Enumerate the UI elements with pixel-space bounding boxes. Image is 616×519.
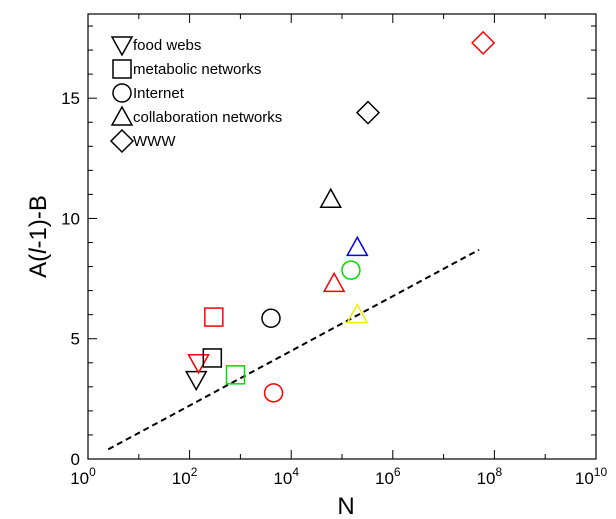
data-points: [184, 30, 496, 403]
plot-frame: [87, 13, 597, 460]
x-tick-label: 108: [477, 465, 503, 488]
data-point-square: [202, 348, 223, 368]
legend-marker-diamond: [109, 128, 135, 154]
data-point-square: [225, 365, 246, 385]
y-tick-label: 5: [71, 330, 80, 349]
data-point-triangle-up: [319, 187, 343, 208]
fit-line-group: [107, 248, 480, 451]
data-point-square: [204, 307, 224, 327]
legend-label: WWW: [133, 133, 176, 150]
data-point-diamond: [355, 100, 381, 125]
y-axis-title-part-3: -1)-B: [25, 195, 52, 248]
x-tick-labels: 100 102 104 106 108 1010: [70, 465, 607, 488]
legend-marker-triangle-up: [110, 105, 134, 126]
legend-label: food webs: [133, 37, 201, 54]
data-point-circle: [341, 260, 361, 280]
y-tick-label: 15: [61, 89, 80, 108]
x-axis-title: N: [337, 493, 354, 519]
fit-line: [107, 248, 480, 451]
x-tick-label: 106: [375, 465, 401, 488]
y-axis-title: A(l-1)-B: [25, 195, 52, 278]
x-tick-label: 100: [70, 465, 96, 488]
y-tick-labels: 0 5 10 15: [61, 89, 80, 469]
data-point-triangle-up: [322, 271, 346, 293]
data-point-diamond: [471, 30, 496, 55]
legend-label: metabolic networks: [133, 61, 261, 78]
y-tick-label: 0: [71, 450, 80, 469]
data-point-triangle-down: [184, 370, 208, 392]
y-axis-title-part-2: l: [25, 248, 52, 254]
legend-marker-circle: [112, 83, 132, 103]
legend-label: collaboration networks: [133, 109, 282, 126]
y-tick-label: 10: [61, 209, 80, 228]
data-point-triangle-up: [346, 235, 369, 257]
legend-label: Internet: [133, 85, 185, 102]
data-point-triangle-up: [346, 303, 369, 324]
x-tick-label: 1010: [575, 465, 608, 488]
x-tick-label: 104: [273, 465, 299, 488]
x-tick-label: 102: [172, 465, 198, 488]
data-point-circle: [261, 308, 281, 329]
legend-marker-triangle-down: [110, 36, 134, 57]
legend-marker-square: [112, 59, 132, 79]
y-axis-title-part-1: A(: [25, 254, 52, 278]
legend: food webs metabolic networks Internet colla…: [109, 36, 282, 154]
data-point-circle: [263, 383, 284, 403]
